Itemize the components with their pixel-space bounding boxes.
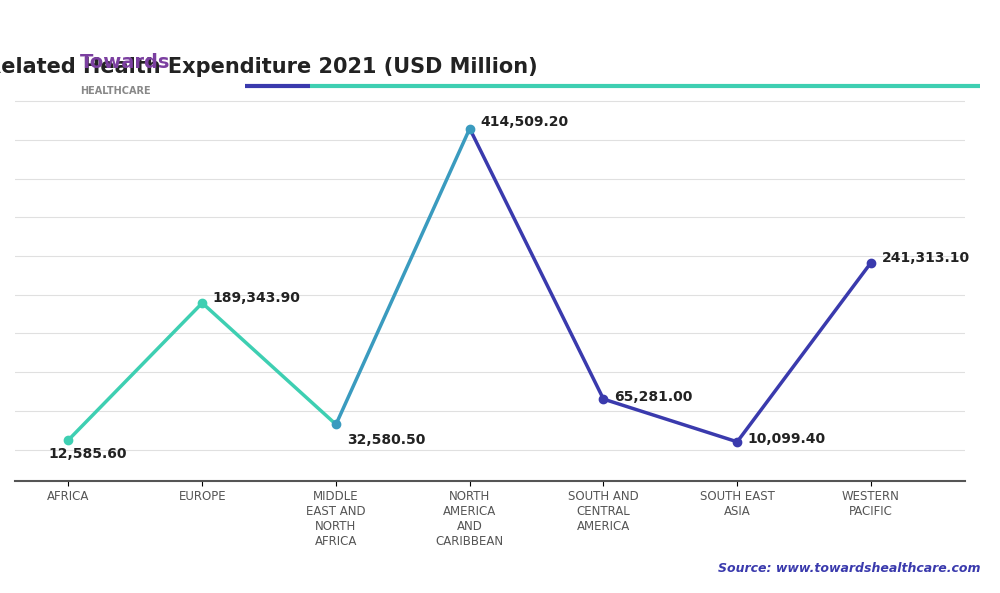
Text: HEALTHCARE: HEALTHCARE (80, 86, 151, 96)
Text: 189,343.90: 189,343.90 (213, 291, 301, 305)
Text: 32,580.50: 32,580.50 (347, 433, 425, 447)
Text: Towards: Towards (80, 53, 170, 72)
Text: 10,099.40: 10,099.40 (748, 432, 826, 447)
Text: Total Diabetes-Related Health Expenditure 2021 (USD Million): Total Diabetes-Related Health Expenditur… (0, 56, 537, 76)
Text: 414,509.20: 414,509.20 (480, 116, 569, 129)
Text: 241,313.10: 241,313.10 (882, 251, 970, 265)
Text: 12,585.60: 12,585.60 (48, 447, 127, 461)
Text: Source: www.towardshealthcare.com: Source: www.towardshealthcare.com (718, 562, 980, 575)
Text: 65,281.00: 65,281.00 (614, 390, 693, 404)
